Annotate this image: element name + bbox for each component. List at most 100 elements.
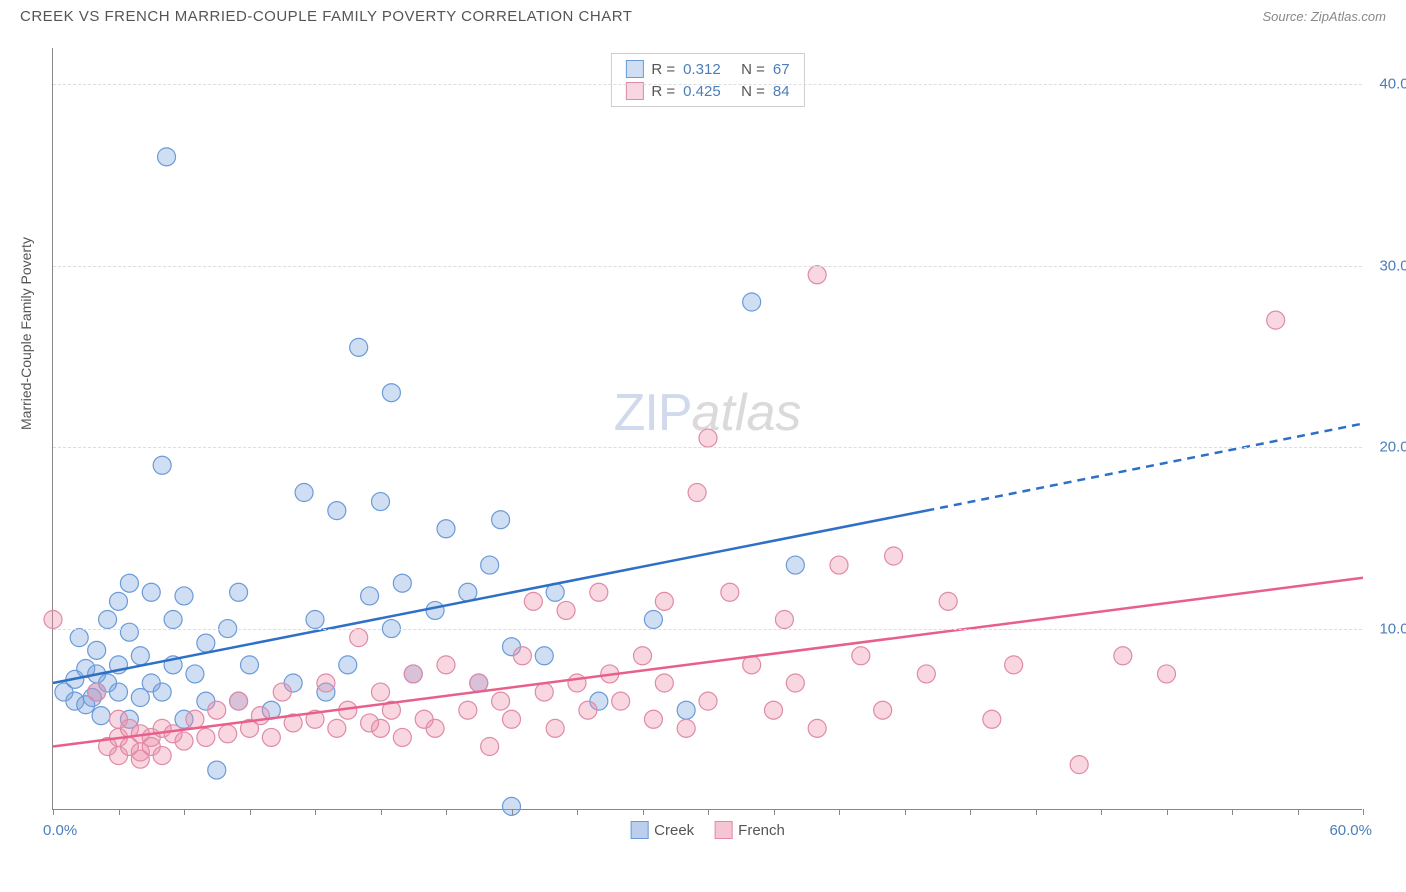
data-point xyxy=(808,719,826,737)
data-point xyxy=(524,592,542,610)
x-tick xyxy=(381,809,382,815)
series-legend: Creek French xyxy=(630,821,785,839)
y-tick-label: 20.0% xyxy=(1379,439,1406,456)
x-tick xyxy=(970,809,971,815)
data-point xyxy=(208,761,226,779)
data-point xyxy=(634,647,652,665)
data-point xyxy=(492,692,510,710)
data-point xyxy=(437,520,455,538)
data-point xyxy=(830,556,848,574)
data-point xyxy=(426,601,444,619)
data-point xyxy=(186,710,204,728)
x-tick xyxy=(119,809,120,815)
data-point xyxy=(765,701,783,719)
data-point xyxy=(372,719,390,737)
grid-line xyxy=(53,266,1362,267)
data-point xyxy=(655,674,673,692)
data-point xyxy=(44,611,62,629)
x-axis-start: 0.0% xyxy=(43,822,77,839)
data-point xyxy=(775,611,793,629)
data-point xyxy=(1070,756,1088,774)
legend-row: R =0.312N =67 xyxy=(625,58,789,80)
data-point xyxy=(644,710,662,728)
scatter-chart: ZIPatlas R =0.312N =67R =0.425N =84 Cree… xyxy=(52,48,1362,810)
x-tick xyxy=(577,809,578,815)
data-point xyxy=(230,692,248,710)
data-point xyxy=(186,665,204,683)
x-tick xyxy=(774,809,775,815)
data-point xyxy=(251,707,269,725)
data-point xyxy=(885,547,903,565)
data-point xyxy=(230,583,248,601)
data-point xyxy=(612,692,630,710)
data-point xyxy=(361,587,379,605)
data-point xyxy=(535,647,553,665)
data-point xyxy=(197,634,215,652)
data-point xyxy=(1267,311,1285,329)
data-point xyxy=(393,574,411,592)
data-point xyxy=(164,611,182,629)
data-point xyxy=(721,583,739,601)
legend-swatch xyxy=(714,821,732,839)
data-point xyxy=(88,683,106,701)
data-point xyxy=(786,674,804,692)
data-point xyxy=(535,683,553,701)
data-point xyxy=(350,629,368,647)
y-axis-title: Married-Couple Family Poverty xyxy=(18,237,34,430)
y-tick-label: 30.0% xyxy=(1379,257,1406,274)
y-tick-label: 10.0% xyxy=(1379,620,1406,637)
stats-legend: R =0.312N =67R =0.425N =84 xyxy=(610,53,804,107)
data-point xyxy=(470,674,488,692)
legend-item: French xyxy=(714,821,785,839)
data-point xyxy=(372,493,390,511)
data-point xyxy=(158,148,176,166)
data-point xyxy=(874,701,892,719)
data-point xyxy=(110,592,128,610)
legend-swatch xyxy=(625,60,643,78)
data-point xyxy=(317,674,335,692)
data-point xyxy=(404,665,422,683)
x-tick xyxy=(1363,809,1364,815)
data-point xyxy=(295,484,313,502)
data-point xyxy=(699,429,717,447)
legend-swatch xyxy=(630,821,648,839)
data-point xyxy=(699,692,717,710)
data-point xyxy=(513,647,531,665)
trend-line-dashed xyxy=(926,424,1363,511)
data-point xyxy=(273,683,291,701)
data-point xyxy=(142,583,160,601)
data-point xyxy=(655,592,673,610)
data-point xyxy=(568,674,586,692)
data-point xyxy=(1158,665,1176,683)
data-point xyxy=(437,656,455,674)
data-point xyxy=(382,384,400,402)
x-tick xyxy=(315,809,316,815)
data-point xyxy=(557,601,575,619)
data-point xyxy=(546,719,564,737)
x-tick xyxy=(1232,809,1233,815)
data-point xyxy=(372,683,390,701)
data-point xyxy=(1114,647,1132,665)
data-point xyxy=(110,683,128,701)
x-tick xyxy=(1036,809,1037,815)
data-point xyxy=(590,583,608,601)
data-point xyxy=(88,641,106,659)
data-point xyxy=(175,732,193,750)
x-tick xyxy=(53,809,54,815)
data-point xyxy=(1005,656,1023,674)
data-point xyxy=(426,719,444,737)
data-point xyxy=(459,583,477,601)
x-tick xyxy=(1298,809,1299,815)
grid-line xyxy=(53,629,1362,630)
legend-item: Creek xyxy=(630,821,694,839)
x-tick xyxy=(512,809,513,815)
data-point xyxy=(99,611,117,629)
data-point xyxy=(262,728,280,746)
data-point xyxy=(328,719,346,737)
data-point xyxy=(644,611,662,629)
data-point xyxy=(328,502,346,520)
x-tick xyxy=(708,809,709,815)
data-point xyxy=(350,338,368,356)
data-point xyxy=(208,701,226,719)
data-point xyxy=(852,647,870,665)
